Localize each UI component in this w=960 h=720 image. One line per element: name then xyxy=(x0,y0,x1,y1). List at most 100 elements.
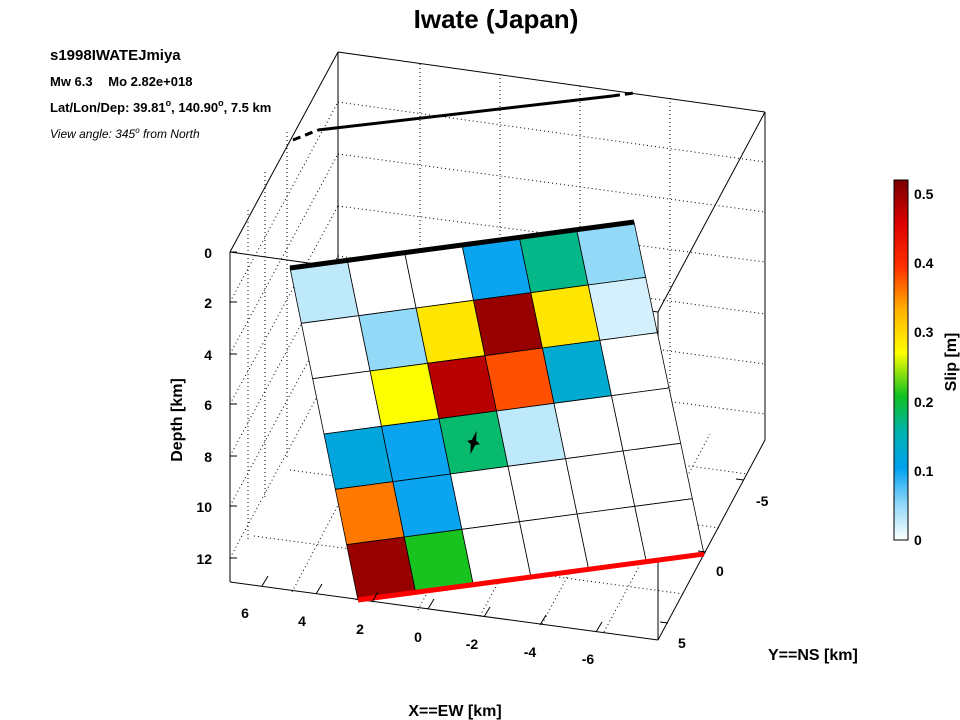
slip-cell xyxy=(369,362,440,427)
y-ticks: -5 0 5 xyxy=(659,478,769,651)
surface-trace-line xyxy=(317,94,613,132)
x-tick: 4 xyxy=(298,613,306,629)
mo-value: Mo 2.82e+018 xyxy=(108,74,192,89)
depth-tick: 4 xyxy=(204,347,212,363)
slip-cell xyxy=(415,299,486,364)
depth-tick: 0 xyxy=(204,245,212,261)
x-tick-mark xyxy=(371,591,379,603)
x-tick-mark xyxy=(483,606,491,618)
event-id: s1998IWATEJmiya xyxy=(50,47,181,64)
slip-cell xyxy=(507,458,578,523)
slip-cell xyxy=(404,244,474,309)
box-edge xyxy=(337,51,766,113)
y-axis-label: Y==NS [km] xyxy=(768,647,858,664)
y-tick-mark xyxy=(735,478,745,481)
slip-cell xyxy=(576,221,647,286)
slip-cell xyxy=(622,442,693,507)
x-tick: -4 xyxy=(524,644,537,660)
y-tick-mark xyxy=(659,621,669,624)
slip-cell xyxy=(449,465,520,530)
lat-lon-dep: Lat/Lon/Dep: 39.81o, 140.90o, 7.5 km xyxy=(50,98,271,115)
fault-bottom-edge xyxy=(357,551,705,603)
view-prefix: View angle: 345 xyxy=(50,127,136,141)
slip-cell xyxy=(346,252,417,317)
slip-cell xyxy=(346,536,417,601)
x-tick: 6 xyxy=(241,605,249,621)
surface-trace-dash-left xyxy=(292,128,319,142)
slip-cell xyxy=(473,292,543,357)
slip-cell xyxy=(576,505,647,570)
x-tick: -6 xyxy=(582,651,595,667)
colorbar-label: Slip [m] xyxy=(943,333,960,392)
slip-cell xyxy=(587,276,658,341)
y-tick-mark xyxy=(697,550,707,553)
colorbar-tick: 0 xyxy=(914,532,922,548)
degree-mark-3: o xyxy=(135,126,140,135)
fault-top-edge xyxy=(289,219,635,271)
slip-cell xyxy=(553,395,624,460)
colorbar-tick: 0.5 xyxy=(914,186,934,202)
x-tick: 2 xyxy=(356,621,364,637)
hypocenter-star-icon xyxy=(467,430,480,455)
magnitude-label: Mw 6.3 Mo 2.82e+018 xyxy=(50,74,192,89)
slip-cell xyxy=(461,521,532,586)
slip-cell xyxy=(289,259,360,324)
depth-tick: 2 xyxy=(204,295,212,311)
surface-trace-dash-right xyxy=(611,91,635,98)
slip-cell xyxy=(392,473,463,538)
sep-comma: , xyxy=(171,100,178,115)
dep-value: , 7.5 km xyxy=(224,100,272,115)
slip-cell xyxy=(403,528,474,593)
degree-mark-2: o xyxy=(218,98,224,108)
x-tick-mark xyxy=(261,575,269,587)
slip-cell xyxy=(427,355,497,420)
colorbar xyxy=(893,179,909,541)
depth-tick: 12 xyxy=(196,551,212,567)
depth-tick: 10 xyxy=(196,499,212,515)
colorbar-tick: 0.2 xyxy=(914,394,934,410)
slip-cell xyxy=(323,425,394,490)
slip-cell xyxy=(634,498,705,563)
lat-value: 39.81 xyxy=(133,100,166,115)
slip-cell xyxy=(599,332,670,397)
mw-value: Mw 6.3 xyxy=(50,74,93,89)
slip-cell xyxy=(519,513,590,578)
depth-tick: 8 xyxy=(204,449,212,465)
x-tick-mark xyxy=(315,583,323,595)
slip-cell xyxy=(381,418,451,483)
grid-line xyxy=(337,101,766,163)
slip-cell xyxy=(611,387,682,452)
box-edge xyxy=(229,51,339,253)
depth-axis-label: Depth [km] xyxy=(169,378,186,462)
y-tick: 5 xyxy=(678,635,686,651)
slip-cell xyxy=(484,347,555,412)
x-tick-mark xyxy=(427,598,435,610)
colorbar-tick: 0.1 xyxy=(914,463,934,479)
slip-cell xyxy=(300,315,371,380)
lon-value: 140.90 xyxy=(178,100,218,115)
colorbar-tick: 0.3 xyxy=(914,324,934,340)
slip-cell xyxy=(518,229,589,294)
chart-title: Iwate (Japan) xyxy=(414,4,579,34)
slip-cell xyxy=(461,236,532,301)
slip-cell xyxy=(358,307,429,372)
slip-cell xyxy=(496,402,567,467)
x-tick-mark xyxy=(595,621,603,633)
x-tick: -2 xyxy=(466,636,479,652)
x-axis-label: X==EW [km] xyxy=(408,703,501,720)
view-suffix: from North xyxy=(140,127,200,141)
y-tick: -5 xyxy=(756,493,769,509)
x-tick: 0 xyxy=(414,629,422,645)
slip-cell xyxy=(312,370,382,435)
box-edge xyxy=(657,439,766,641)
x-tick-mark xyxy=(539,614,547,626)
latlon-prefix: Lat/Lon/Dep: xyxy=(50,100,133,115)
x-ticks: 6 4 2 0 -2 -4 -6 xyxy=(241,575,603,667)
depth-ticks: 0 2 4 6 8 10 12 xyxy=(196,245,237,567)
slip-cell xyxy=(541,339,612,404)
colorbar-ticks: 0.5 0.4 0.3 0.2 0.1 0 xyxy=(914,186,934,548)
slip-cell xyxy=(530,284,601,349)
box-edge xyxy=(229,581,659,641)
slip-cell xyxy=(565,450,636,515)
